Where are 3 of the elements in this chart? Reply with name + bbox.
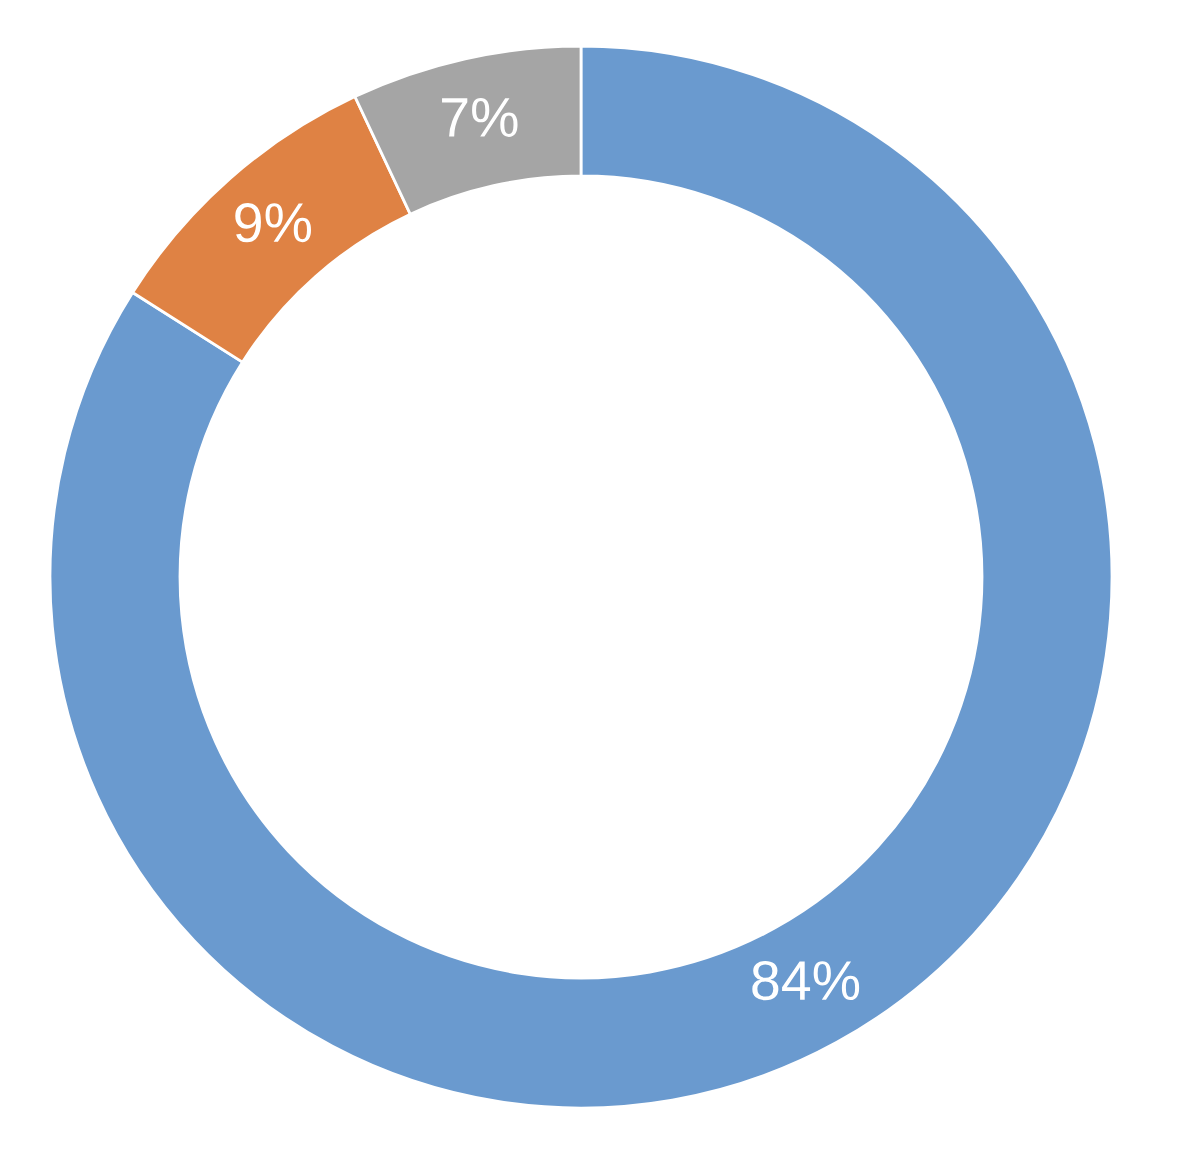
data-label: 84%	[752, 960, 860, 1001]
data-label: 9%	[235, 203, 311, 243]
data-label: 7%	[442, 98, 518, 137]
